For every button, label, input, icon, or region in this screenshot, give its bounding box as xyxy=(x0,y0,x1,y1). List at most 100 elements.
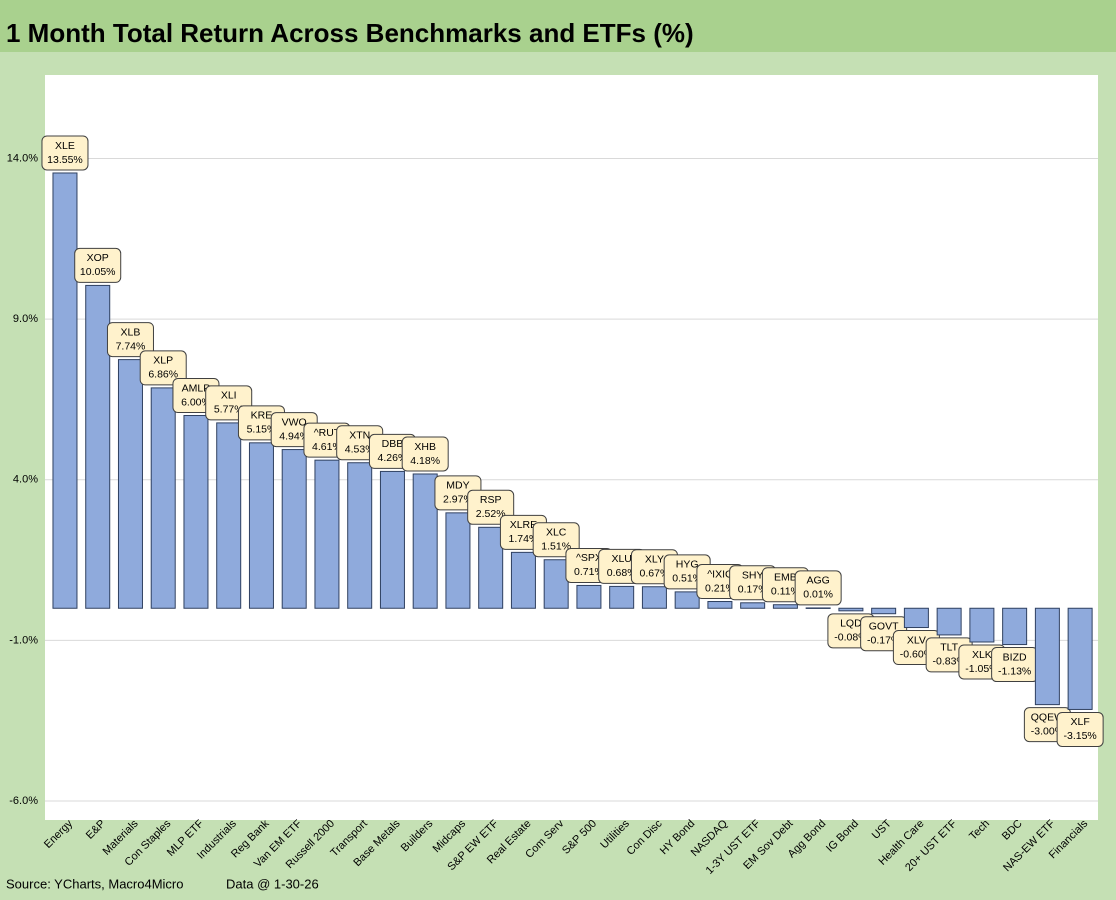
source: Source: YCharts, Macro4Micro xyxy=(6,876,184,891)
value-label: 4.61% xyxy=(312,441,342,453)
ticker-label: EMB xyxy=(774,572,797,584)
value-label: -1.05% xyxy=(965,663,998,675)
value-label: -0.83% xyxy=(932,656,965,668)
bar xyxy=(510,551,536,609)
bar xyxy=(871,607,897,615)
ticker-label: XLV xyxy=(907,634,926,646)
ticker-label: BIZD xyxy=(1003,651,1027,663)
y-tick-label: -6.0% xyxy=(9,795,38,807)
bar xyxy=(248,442,274,609)
bar xyxy=(347,462,373,609)
ticker-label: RSP xyxy=(480,494,502,506)
value-label: 2.97% xyxy=(443,494,473,506)
label-box xyxy=(532,522,580,558)
ticker-label: TLT xyxy=(940,642,958,654)
ticker-label: ^IXIC xyxy=(707,568,733,580)
ticker-label: ^SPX xyxy=(576,552,602,564)
ticker-label: XLRE xyxy=(510,519,537,531)
value-label: 4.53% xyxy=(345,444,375,456)
value-label: 0.68% xyxy=(607,567,637,579)
value-label: 6.00% xyxy=(181,396,211,408)
y-tick-label: 9.0% xyxy=(13,313,38,325)
bar xyxy=(478,526,504,609)
ticker-label: DBB xyxy=(382,438,404,450)
label-box xyxy=(41,135,89,171)
label-box xyxy=(794,570,842,606)
bar xyxy=(1002,607,1028,646)
value-label: 5.15% xyxy=(247,424,277,436)
ticker-label: XTN xyxy=(349,430,370,442)
value-label: -0.60% xyxy=(900,648,933,660)
ticker-label: VWO xyxy=(282,416,307,428)
value-label: 0.17% xyxy=(738,584,768,596)
value-label: 1.74% xyxy=(509,533,539,545)
ticker-label: XHB xyxy=(414,441,436,453)
bar xyxy=(838,607,864,612)
bar xyxy=(150,387,176,609)
bar xyxy=(216,422,242,609)
value-label: 4.94% xyxy=(279,430,309,442)
value-label: 7.74% xyxy=(116,340,146,352)
ticker-label: XOP xyxy=(87,252,109,264)
bar xyxy=(379,470,405,609)
bar xyxy=(412,473,438,609)
bar xyxy=(1034,607,1060,706)
bar xyxy=(740,602,766,609)
label-box xyxy=(74,247,122,283)
chart-title: 1 Month Total Return Across Benchmarks a… xyxy=(6,18,694,48)
bar xyxy=(117,359,143,609)
ticker-label: LQD xyxy=(840,618,862,630)
value-label: 2.52% xyxy=(476,508,506,520)
value-label: -3.15% xyxy=(1063,730,1096,742)
y-tick-label: 4.0% xyxy=(13,474,38,486)
bar xyxy=(609,585,635,609)
label-box xyxy=(467,489,515,525)
ticker-label: XLK xyxy=(972,649,992,661)
bar xyxy=(445,512,471,609)
value-label: 0.21% xyxy=(705,582,735,594)
ticker-label: XLI xyxy=(221,390,237,402)
bar xyxy=(772,604,798,609)
value-label: -0.17% xyxy=(867,634,900,646)
note: Data @ 1-30-26 xyxy=(226,876,319,891)
value-label: -0.08% xyxy=(834,632,867,644)
ticker-label: AMLP xyxy=(182,382,211,394)
ticker-label: XLB xyxy=(121,326,141,338)
bar xyxy=(641,586,667,609)
value-label: 10.05% xyxy=(80,266,116,278)
ticker-label: QQEW xyxy=(1031,711,1064,723)
value-label: 13.55% xyxy=(47,154,83,166)
bar xyxy=(52,172,78,609)
ticker-label: HYG xyxy=(676,559,699,571)
label-box xyxy=(139,350,187,386)
ticker-label: XLU xyxy=(611,553,631,565)
bar xyxy=(183,415,209,609)
value-label: -3.00% xyxy=(1031,725,1064,737)
value-label: 0.11% xyxy=(771,586,800,598)
value-label: -1.13% xyxy=(998,665,1031,677)
value-label: 1.51% xyxy=(541,541,571,553)
bar xyxy=(969,607,995,643)
ticker-label: XLP xyxy=(153,355,173,367)
label-box xyxy=(106,322,154,358)
bar xyxy=(314,459,340,609)
ticker-label: XLC xyxy=(546,527,567,539)
value-label: 0.71% xyxy=(574,566,604,578)
ticker-label: MDY xyxy=(446,480,469,492)
value-label: 0.01% xyxy=(803,589,833,601)
bar xyxy=(281,449,307,609)
bar xyxy=(674,591,700,609)
bar xyxy=(936,607,962,636)
ticker-label: XLF xyxy=(1070,716,1089,728)
ticker-label: GOVT xyxy=(869,620,899,632)
value-label: 5.77% xyxy=(214,404,244,416)
value-label: 4.18% xyxy=(410,455,440,467)
title-bar xyxy=(0,0,1116,52)
y-tick-label: 14.0% xyxy=(7,152,38,164)
ticker-label: KRE xyxy=(251,410,273,422)
bar xyxy=(707,601,733,609)
value-label: 4.26% xyxy=(378,452,408,464)
bar xyxy=(543,559,569,609)
